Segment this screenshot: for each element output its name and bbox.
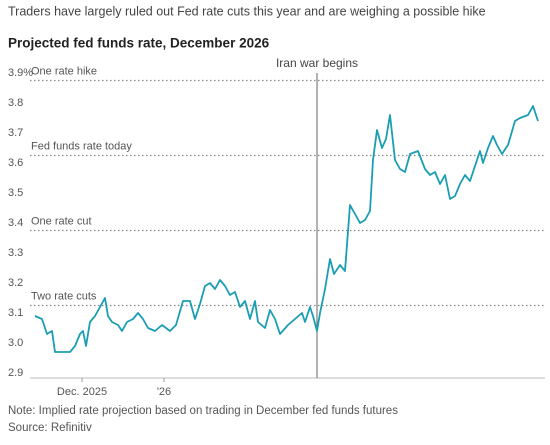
reference-label: Two rate cuts: [31, 290, 97, 302]
y-tick-label: 3.0: [8, 337, 23, 349]
chart-note: Note: Implied rate projection based on t…: [8, 405, 398, 417]
chart-source: Source: Refinitiv: [8, 422, 92, 434]
reference-label: One rate cut: [31, 215, 92, 227]
chart-title: Projected fed funds rate, December 2026: [8, 36, 270, 51]
y-tick-label: 3.3: [8, 247, 23, 259]
y-tick-label: 3.9%: [8, 67, 33, 79]
y-tick-label: 3.4: [8, 217, 23, 229]
y-tick-label: 3.1: [8, 307, 23, 319]
y-tick-label: 3.2: [8, 277, 23, 289]
y-tick-label: 3.5: [8, 187, 23, 199]
y-tick-label: 3.6: [8, 157, 23, 169]
reference-label: Fed funds rate today: [31, 140, 132, 152]
chart-subtitle: Traders have largely ruled out Fed rate …: [8, 4, 486, 18]
y-tick-label: 2.9: [8, 367, 23, 379]
x-tick-label: Dec. 2025: [57, 386, 107, 398]
reference-label: One rate hike: [31, 65, 97, 77]
y-tick-label: 3.7: [8, 127, 23, 139]
annotation-label: Iran war begins: [276, 56, 358, 70]
x-tick-label: '26: [157, 386, 171, 398]
y-tick-label: 3.8: [8, 97, 23, 109]
data-line: [34, 105, 539, 353]
